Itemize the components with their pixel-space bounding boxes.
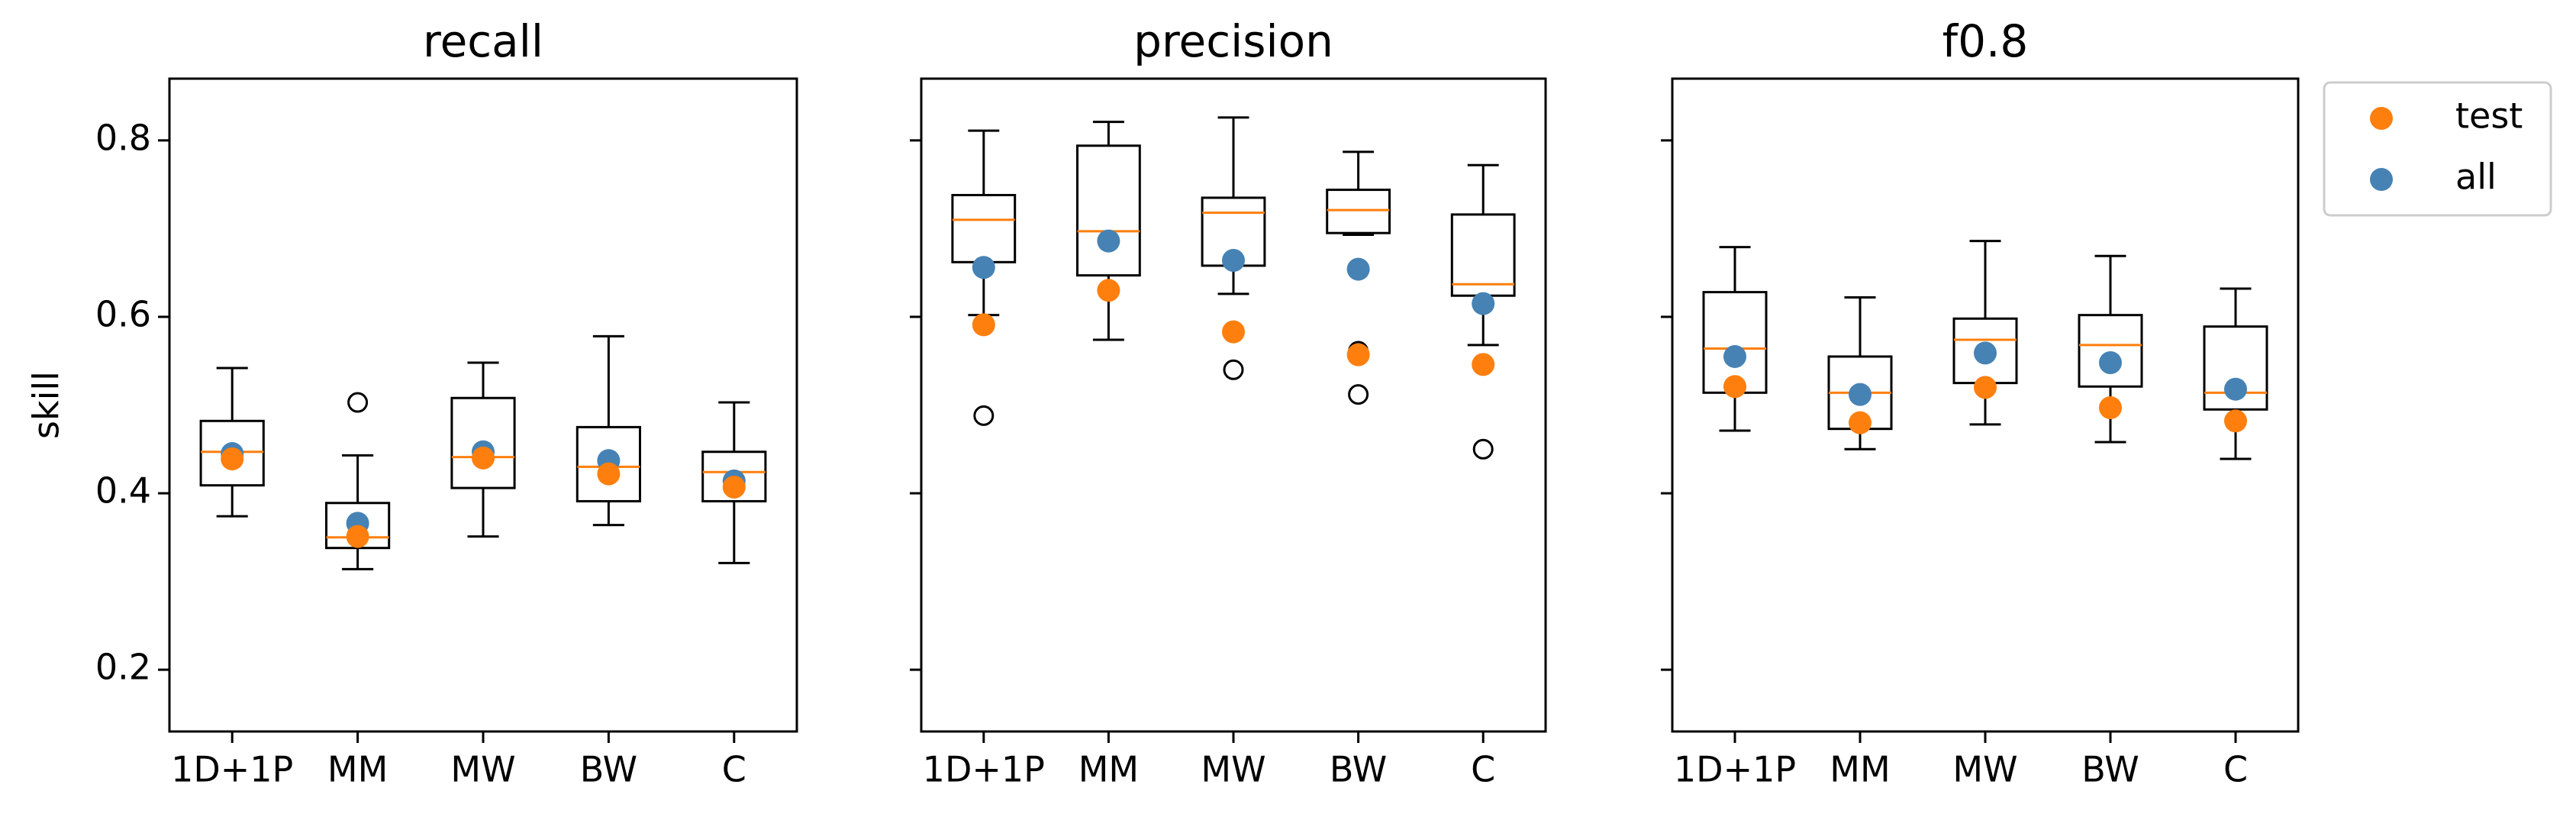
legend-marker <box>2370 168 2393 191</box>
point-test <box>722 475 746 499</box>
legend-marker <box>2370 107 2393 130</box>
point-all <box>1346 257 1370 281</box>
point-test <box>221 447 244 470</box>
y-tick-label: 0.8 <box>95 117 151 158</box>
y-tick-label: 0.2 <box>95 647 151 688</box>
x-tick-label: 1D+1P <box>171 749 293 790</box>
x-tick-label: BW <box>1330 749 1387 790</box>
box <box>701 450 767 502</box>
x-tick-label: 1D+1P <box>923 749 1045 790</box>
flier <box>1223 359 1244 380</box>
box <box>2203 325 2268 411</box>
x-tick-label: MM <box>1078 749 1139 790</box>
x-tick-label: 1D+1P <box>1674 749 1796 790</box>
x-tick-label: MM <box>327 749 388 790</box>
box <box>199 419 265 487</box>
box <box>575 425 641 502</box>
point-test <box>472 446 495 470</box>
point-test <box>1097 279 1120 302</box>
point-all <box>1472 292 1495 315</box>
point-test <box>2099 396 2122 419</box>
legend-label: all <box>2455 157 2497 198</box>
box <box>1076 144 1141 277</box>
point-test <box>346 525 369 548</box>
legend: test all <box>2323 81 2552 217</box>
x-tick-label: C <box>1471 749 1495 790</box>
panel-title: f0.8 <box>1942 15 2029 67</box>
point-test <box>1723 375 1746 399</box>
point-test <box>1849 411 1872 434</box>
axes-frame <box>168 77 798 733</box>
point-all <box>1849 383 1872 406</box>
y-tick-label: 0.4 <box>95 470 151 512</box>
point-test <box>1974 376 1997 399</box>
box <box>1326 189 1391 234</box>
point-test <box>2224 409 2247 433</box>
point-all <box>1097 229 1120 253</box>
point-test <box>1222 320 1245 344</box>
point-all <box>1974 341 1997 365</box>
flier <box>1472 438 1494 460</box>
x-tick-label: MW <box>1952 749 2017 790</box>
y-axis-label: skill <box>26 371 67 439</box>
x-tick-label: MM <box>1830 749 1890 790</box>
y-tick-label: 0.6 <box>95 293 151 334</box>
x-tick-label: C <box>2223 749 2248 790</box>
point-test <box>972 313 995 337</box>
box <box>450 396 516 489</box>
point-test <box>1472 353 1495 376</box>
x-tick-label: MW <box>1201 749 1265 790</box>
flier <box>347 392 369 413</box>
point-all <box>972 256 995 279</box>
point-all <box>2099 351 2122 375</box>
panel-title: precision <box>1133 15 1333 67</box>
point-all <box>1222 249 1245 273</box>
x-tick-label: C <box>722 749 746 790</box>
axes-frame <box>1671 77 2300 733</box>
point-all <box>1723 344 1746 368</box>
axes-frame <box>920 77 1547 733</box>
x-tick-label: MW <box>450 749 515 790</box>
box <box>951 194 1017 263</box>
flier <box>973 405 995 426</box>
box <box>2078 314 2143 388</box>
x-tick-label: BW <box>580 749 637 790</box>
legend-label: test <box>2455 95 2523 137</box>
flier <box>1348 384 1369 405</box>
panel-title: recall <box>423 15 543 67</box>
x-tick-label: BW <box>2081 749 2139 790</box>
box <box>325 502 391 550</box>
point-test <box>1346 343 1370 367</box>
point-test <box>597 462 621 486</box>
point-all <box>2224 377 2247 401</box>
